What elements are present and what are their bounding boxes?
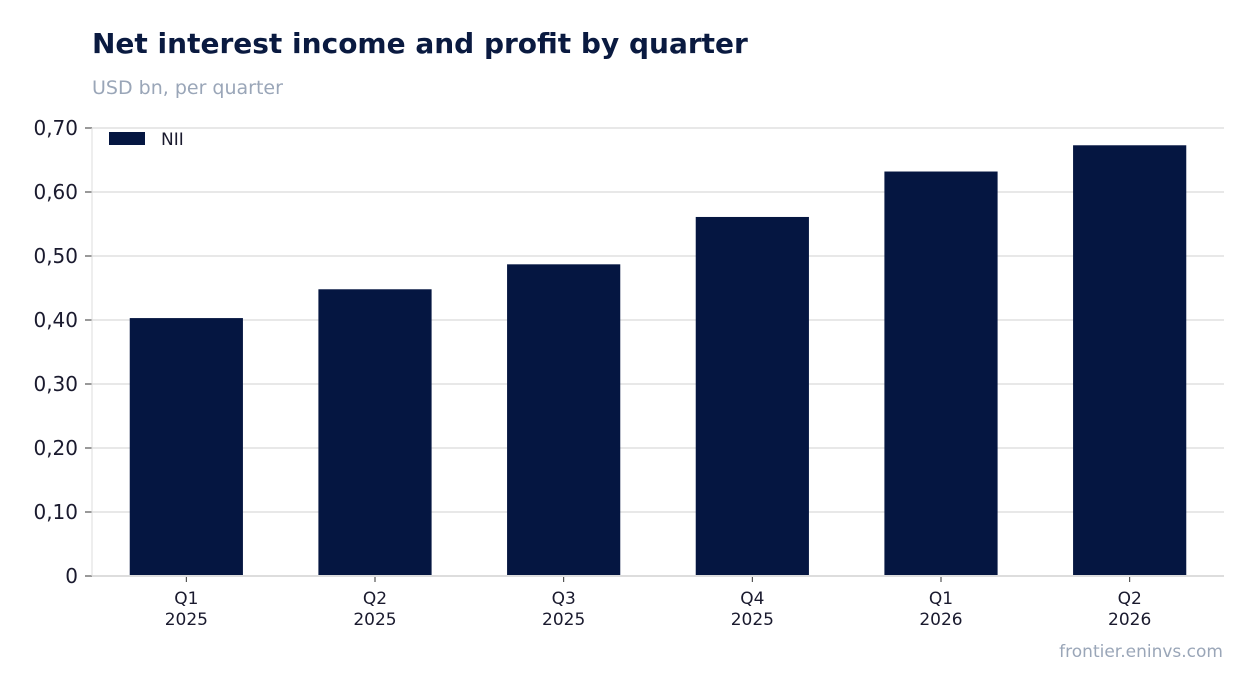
chart-subtitle: USD bn, per quarter xyxy=(92,77,283,99)
x-tick-label-year: 2025 xyxy=(165,610,208,630)
chart-title: Net interest income and profit by quarte… xyxy=(92,27,748,60)
y-tick-label: 0,30 xyxy=(33,372,78,396)
bar-q1-2026[interactable] xyxy=(884,171,998,576)
y-tick-label: 0,10 xyxy=(33,500,78,524)
x-tick-label-year: 2026 xyxy=(919,610,962,630)
source-link[interactable]: frontier.eninvs.com xyxy=(1059,642,1223,662)
y-tick-label: 0,40 xyxy=(33,308,78,332)
y-axis: 0 0,10 0,20 0,30 0,40 0,50 0,60 0,70 xyxy=(33,116,93,588)
bar-series xyxy=(129,145,1187,576)
x-tick-label-year: 2025 xyxy=(542,610,585,630)
y-tick-label: 0,20 xyxy=(33,436,78,460)
legend-swatch-nii xyxy=(109,132,145,145)
x-tick-label-quarter: Q1 xyxy=(929,589,953,609)
x-tick-label-year: 2025 xyxy=(731,610,774,630)
y-tick-label: 0,60 xyxy=(33,180,78,204)
x-tick-label-quarter: Q3 xyxy=(552,589,576,609)
bar-q2-2025[interactable] xyxy=(318,289,432,576)
bar-q2-2026[interactable] xyxy=(1073,145,1187,576)
gridlines xyxy=(92,127,1224,577)
y-tick-label: 0,50 xyxy=(33,244,78,268)
legend: NII xyxy=(109,130,184,150)
y-tick-label: 0 xyxy=(65,564,78,588)
bar-q1-2025[interactable] xyxy=(129,318,243,576)
bar-q3-2025[interactable] xyxy=(507,264,621,576)
bar-q4-2025[interactable] xyxy=(695,216,809,576)
legend-label-nii[interactable]: NII xyxy=(161,130,184,150)
x-tick-label-year: 2026 xyxy=(1108,610,1151,630)
x-tick-label-quarter: Q1 xyxy=(174,589,198,609)
x-tick-label-quarter: Q2 xyxy=(363,589,387,609)
x-tick-label-year: 2025 xyxy=(353,610,396,630)
x-tick-label-quarter: Q4 xyxy=(740,589,764,609)
x-tick-label-quarter: Q2 xyxy=(1118,589,1142,609)
y-tick-label: 0,70 xyxy=(33,116,78,140)
